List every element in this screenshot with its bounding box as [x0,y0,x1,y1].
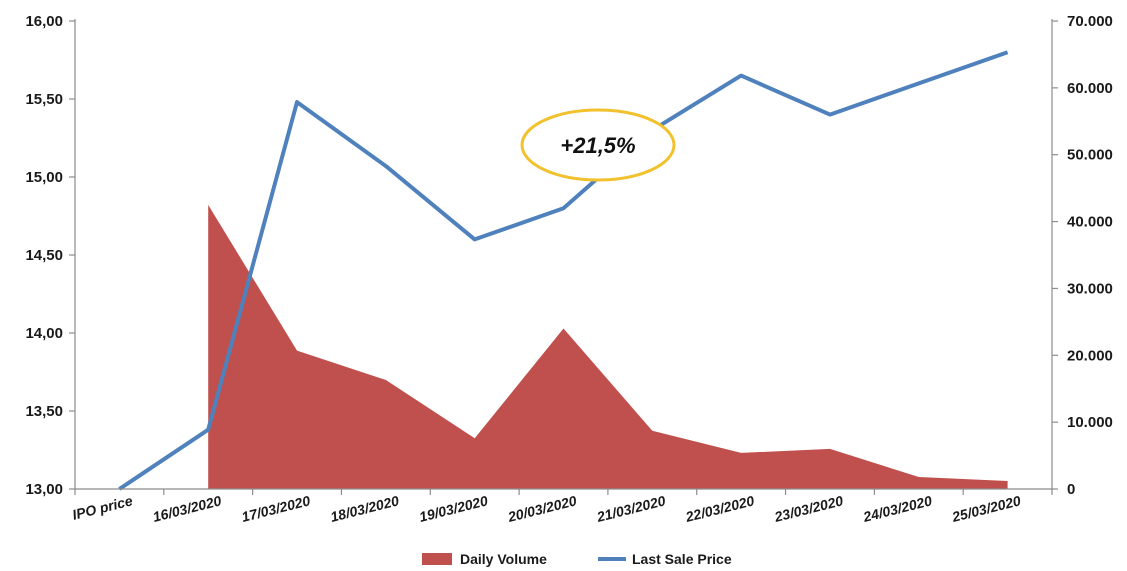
price-line [118,50,1009,491]
left-tick-label: 15,00 [25,169,63,186]
left-tick-label: 16,00 [25,13,63,30]
x-tick-label: 23/03/2020 [772,492,845,525]
right-tick-label: 70.000 [1067,13,1113,30]
x-tick-label: 22/03/2020 [683,492,756,525]
x-tick-label: 24/03/2020 [861,492,934,525]
x-tick-label: 17/03/2020 [240,492,312,525]
price-line-layer [118,50,1009,491]
x-tick-label: 18/03/2020 [329,492,401,525]
left-tick-label: 14,50 [25,247,63,264]
x-tick-label: IPO price [71,492,135,522]
right-tick-label: 50.000 [1067,147,1113,164]
right-tick-label: 20.000 [1067,347,1113,364]
legend-label-price: Last Sale Price [632,551,732,567]
right-tick-label: 30.000 [1067,280,1113,297]
legend: Daily Volume Last Sale Price [422,551,732,567]
volume-area [208,204,1008,489]
legend-label-volume: Daily Volume [460,551,547,567]
volume-area-layer [208,204,1008,489]
left-tick-label: 14,00 [25,325,63,342]
x-tick-label: 21/03/2020 [594,492,667,525]
left-tick-label: 13,00 [25,481,63,498]
right-tick-label: 60.000 [1067,80,1113,97]
annotation-label: +21,5% [560,133,635,158]
annotation-ellipse [520,108,676,182]
annotation-layer: +21,5% [520,108,676,182]
x-tick-label: 25/03/2020 [949,492,1022,525]
x-tick-label: 19/03/2020 [418,492,490,525]
right-tick-label: 0 [1067,481,1075,498]
right-tick-label: 40.000 [1067,214,1113,231]
x-tick-label: 20/03/2020 [505,492,578,525]
left-tick-label: 13,50 [25,403,63,420]
legend-swatch-volume [422,553,452,565]
left-tick-label: 15,50 [25,91,63,108]
x-tick-label: 16/03/2020 [151,492,223,525]
right-tick-label: 10.000 [1067,414,1113,431]
